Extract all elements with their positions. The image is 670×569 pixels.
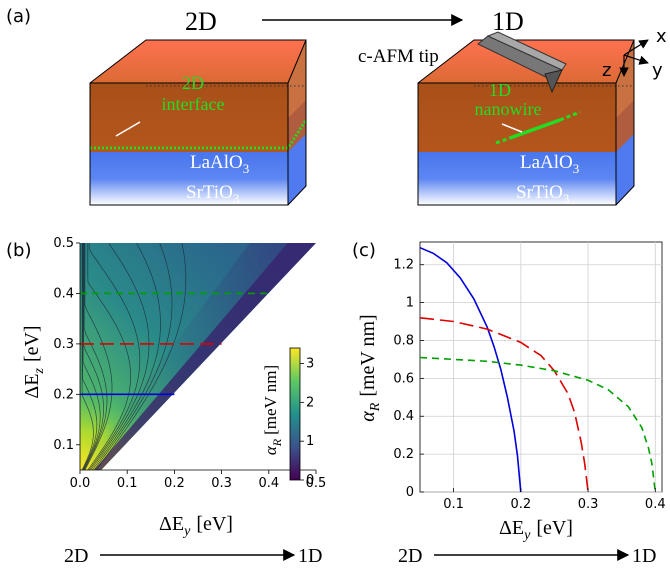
left-lao-front <box>90 83 288 152</box>
heatmap-contour <box>88 243 141 470</box>
heatmap-contour <box>81 243 94 470</box>
line-xtick-label: 0.2 <box>510 497 531 512</box>
line-ytick-label: 0.8 <box>393 333 414 348</box>
heatmap-contour <box>90 243 150 470</box>
line-plot-frame <box>419 241 663 493</box>
heatmap-ylabel: ΔEz[eV] <box>21 325 47 398</box>
left-interface-line1: 2D <box>182 73 204 93</box>
left-heterostructure: 2D interface LaAlO3 SrTiO3 <box>89 39 308 206</box>
panel-b: (b) 0.0 0.1 0.2 0.3 0.4 0.5 0.1 0.2 0.3 0.4 0.5 0 1… <box>6 236 326 567</box>
panel-c: (c) 0.1 0.2 0.3 0.4 0 0.2 0.4 0.6 0.8 1 1.2 ΔEy [eV… <box>352 240 666 567</box>
b-bottom-to: 1D <box>298 545 322 567</box>
colorbar-gradient <box>289 347 301 481</box>
heatmap-contour <box>82 243 98 470</box>
heatmap-ytick-label: 0.3 <box>53 337 74 352</box>
line-ytick-label: 1 <box>406 296 414 311</box>
right-lao-front <box>418 83 616 152</box>
line-ylabel: αR[meV nm] <box>357 314 383 421</box>
heatmap-ytick-label: 0.1 <box>53 438 74 453</box>
triad-z-label: z <box>602 60 611 81</box>
heatmap-xtick-label: 0.2 <box>164 476 185 491</box>
heatmap-xlabel: ΔEy [eV] <box>159 513 233 539</box>
line-plot-axes: 0.1 0.2 0.3 0.4 0 0.2 0.4 0.6 0.8 1 1.2 <box>393 258 665 512</box>
heatmap-xtick-label: 0.4 <box>258 476 279 491</box>
left-lao-side <box>288 40 306 152</box>
line-series-green <box>419 356 657 493</box>
colorbar-ticks: 0 1 2 3 <box>300 357 314 488</box>
cafm-tip: c-AFM tip <box>358 31 567 94</box>
colorbar-tick-label: 0 <box>306 473 314 488</box>
panel-a: (a) 2D 1D 2D interface LaAlO3 SrTiO3 <box>6 6 667 206</box>
panel-c-label: (c) <box>352 240 376 261</box>
triad-y-arrow <box>623 54 649 65</box>
left-interface-line2: interface <box>162 94 225 114</box>
left-srtio3-label: SrTiO3 <box>186 182 239 206</box>
line-ytick-label: 1.2 <box>393 258 414 273</box>
axes-triad: x y z <box>602 26 667 81</box>
top-to-label: 1D <box>492 7 524 36</box>
left-laalo3-label: LaAlO3 <box>190 152 249 176</box>
triad-x-arrow <box>623 39 649 56</box>
colorbar-label: αR[meV nm] <box>261 365 284 455</box>
cafm-tip-label: c-AFM tip <box>358 46 439 67</box>
line-plot-grid <box>420 242 662 493</box>
heatmap-axes: 0.0 0.1 0.2 0.3 0.4 0.5 0.1 0.2 0.3 0.4 0.5 <box>53 236 326 491</box>
heatmap-contour <box>92 243 161 470</box>
right-heterostructure: 1D nanowire LaAlO3 SrTiO3 <box>417 39 635 206</box>
heatmap-contour <box>82 243 101 470</box>
line-xtick-label: 0.1 <box>443 497 464 512</box>
line-series-blue <box>419 246 522 493</box>
heatmap-ytick-label: 0.2 <box>53 387 74 402</box>
heatmap-ytick-label: 0.4 <box>53 286 74 301</box>
right-lao-side <box>616 40 634 152</box>
cafm-tip-apex <box>544 69 563 94</box>
colorbar-tick-label: 1 <box>306 434 314 449</box>
triad-y-label: y <box>652 60 663 81</box>
line-xtick-label: 0.3 <box>578 497 599 512</box>
c-bottom-to: 1D <box>632 545 656 567</box>
heatmap-xtick-label: 0.3 <box>211 476 232 491</box>
panel-b-label: (b) <box>6 240 31 261</box>
line-plot-series <box>419 246 657 493</box>
colorbar-tick-label: 2 <box>306 395 314 410</box>
left-interface-pointer <box>115 121 141 137</box>
b-bottom-from: 2D <box>64 545 88 567</box>
heatmap-xtick-label: 0.0 <box>70 476 91 491</box>
heatmap-contour <box>83 243 108 470</box>
panel-a-label: (a) <box>6 6 31 27</box>
colorbar-tick-label: 3 <box>306 357 314 372</box>
triad-x-label: x <box>656 26 667 47</box>
line-ytick-label: 0.2 <box>393 447 414 462</box>
heatmap-edge <box>94 243 316 470</box>
top-from-label: 2D <box>185 7 217 36</box>
heatmap-xtick-label: 0.1 <box>117 476 138 491</box>
line-ytick-label: 0 <box>406 485 414 500</box>
heatmap-contour <box>93 243 173 470</box>
heatmap-contour <box>96 243 187 470</box>
heatmap-edge-fade <box>80 243 288 470</box>
c-bottom-from: 2D <box>398 545 422 567</box>
heatmap-ytick-label: 0.5 <box>53 236 74 251</box>
heatmap-contour <box>83 243 104 470</box>
line-xlabel: ΔEy [eV] <box>499 517 573 543</box>
left-lao-top <box>90 40 306 83</box>
cafm-tip-cantilever-top <box>486 31 567 71</box>
right-srtio3-label: SrTiO3 <box>516 182 569 206</box>
line-xtick-label: 0.4 <box>645 497 666 512</box>
colorbar: 0 1 2 3 αR[meV nm] <box>261 347 314 488</box>
right-nanowire-dashed-back <box>495 136 511 145</box>
right-nanowire-dashed <box>559 110 581 122</box>
right-interface-line2: nanowire <box>475 99 542 119</box>
right-nanowire <box>509 118 561 140</box>
right-laalo3-label: LaAlO3 <box>520 152 579 176</box>
line-ytick-label: 0.4 <box>393 409 414 424</box>
line-ytick-label: 0.6 <box>393 371 414 386</box>
heatmap-contour <box>87 243 131 470</box>
heatmap-contour <box>84 243 113 470</box>
heatmap-xtick-label: 0.5 <box>306 476 327 491</box>
right-interface-line1: 1D <box>489 80 511 100</box>
right-nanowire-pointer <box>501 123 523 133</box>
